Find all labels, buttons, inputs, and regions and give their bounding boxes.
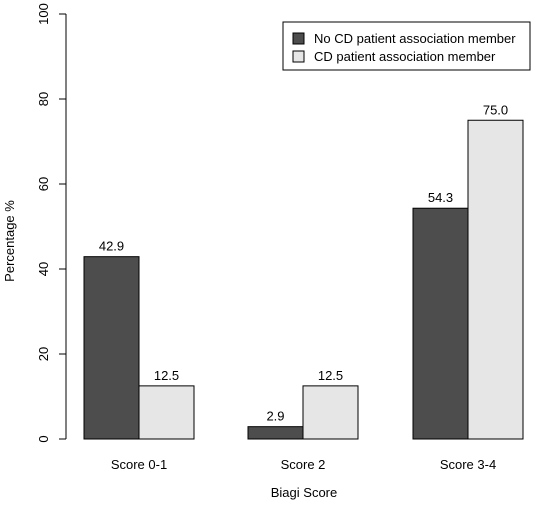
y-axis: 0 20 40 60 80 100 — [36, 3, 67, 443]
bar — [302, 385, 359, 440]
data-label: 42.9 — [99, 239, 124, 254]
legend-swatch — [292, 50, 305, 63]
legend: No CD patient association member CD patie… — [282, 21, 531, 71]
bars — [83, 119, 524, 440]
data-label: 54.3 — [428, 190, 453, 205]
x-axis: Score 0-1 Score 2 Score 3-4 — [111, 457, 496, 472]
bar — [467, 119, 524, 440]
data-label: 2.9 — [266, 409, 284, 424]
x-category-label: Score 2 — [281, 457, 326, 472]
legend-box — [282, 21, 531, 71]
bar — [247, 426, 304, 440]
y-tick-label: 40 — [36, 262, 51, 276]
legend-swatch — [292, 32, 305, 45]
x-axis-title: Biagi Score — [271, 485, 337, 500]
y-tick-label: 20 — [36, 347, 51, 361]
x-category-label: Score 3-4 — [440, 457, 496, 472]
legend-label: CD patient association member — [314, 49, 496, 64]
y-tick-label: 100 — [36, 3, 51, 25]
y-tick-label: 60 — [36, 177, 51, 191]
legend-label: No CD patient association member — [314, 31, 516, 46]
y-tick-label: 80 — [36, 92, 51, 106]
bar — [83, 256, 140, 440]
data-labels: 42.9 12.5 2.9 12.5 54.3 75.0 — [99, 102, 508, 423]
bar — [412, 207, 469, 440]
y-tick-label: 0 — [36, 435, 51, 442]
y-axis-title: Percentage % — [2, 200, 17, 282]
x-category-label: Score 0-1 — [111, 457, 167, 472]
data-label: 75.0 — [483, 102, 508, 117]
bar — [138, 385, 195, 440]
data-label: 12.5 — [154, 368, 179, 383]
data-label: 12.5 — [318, 368, 343, 383]
